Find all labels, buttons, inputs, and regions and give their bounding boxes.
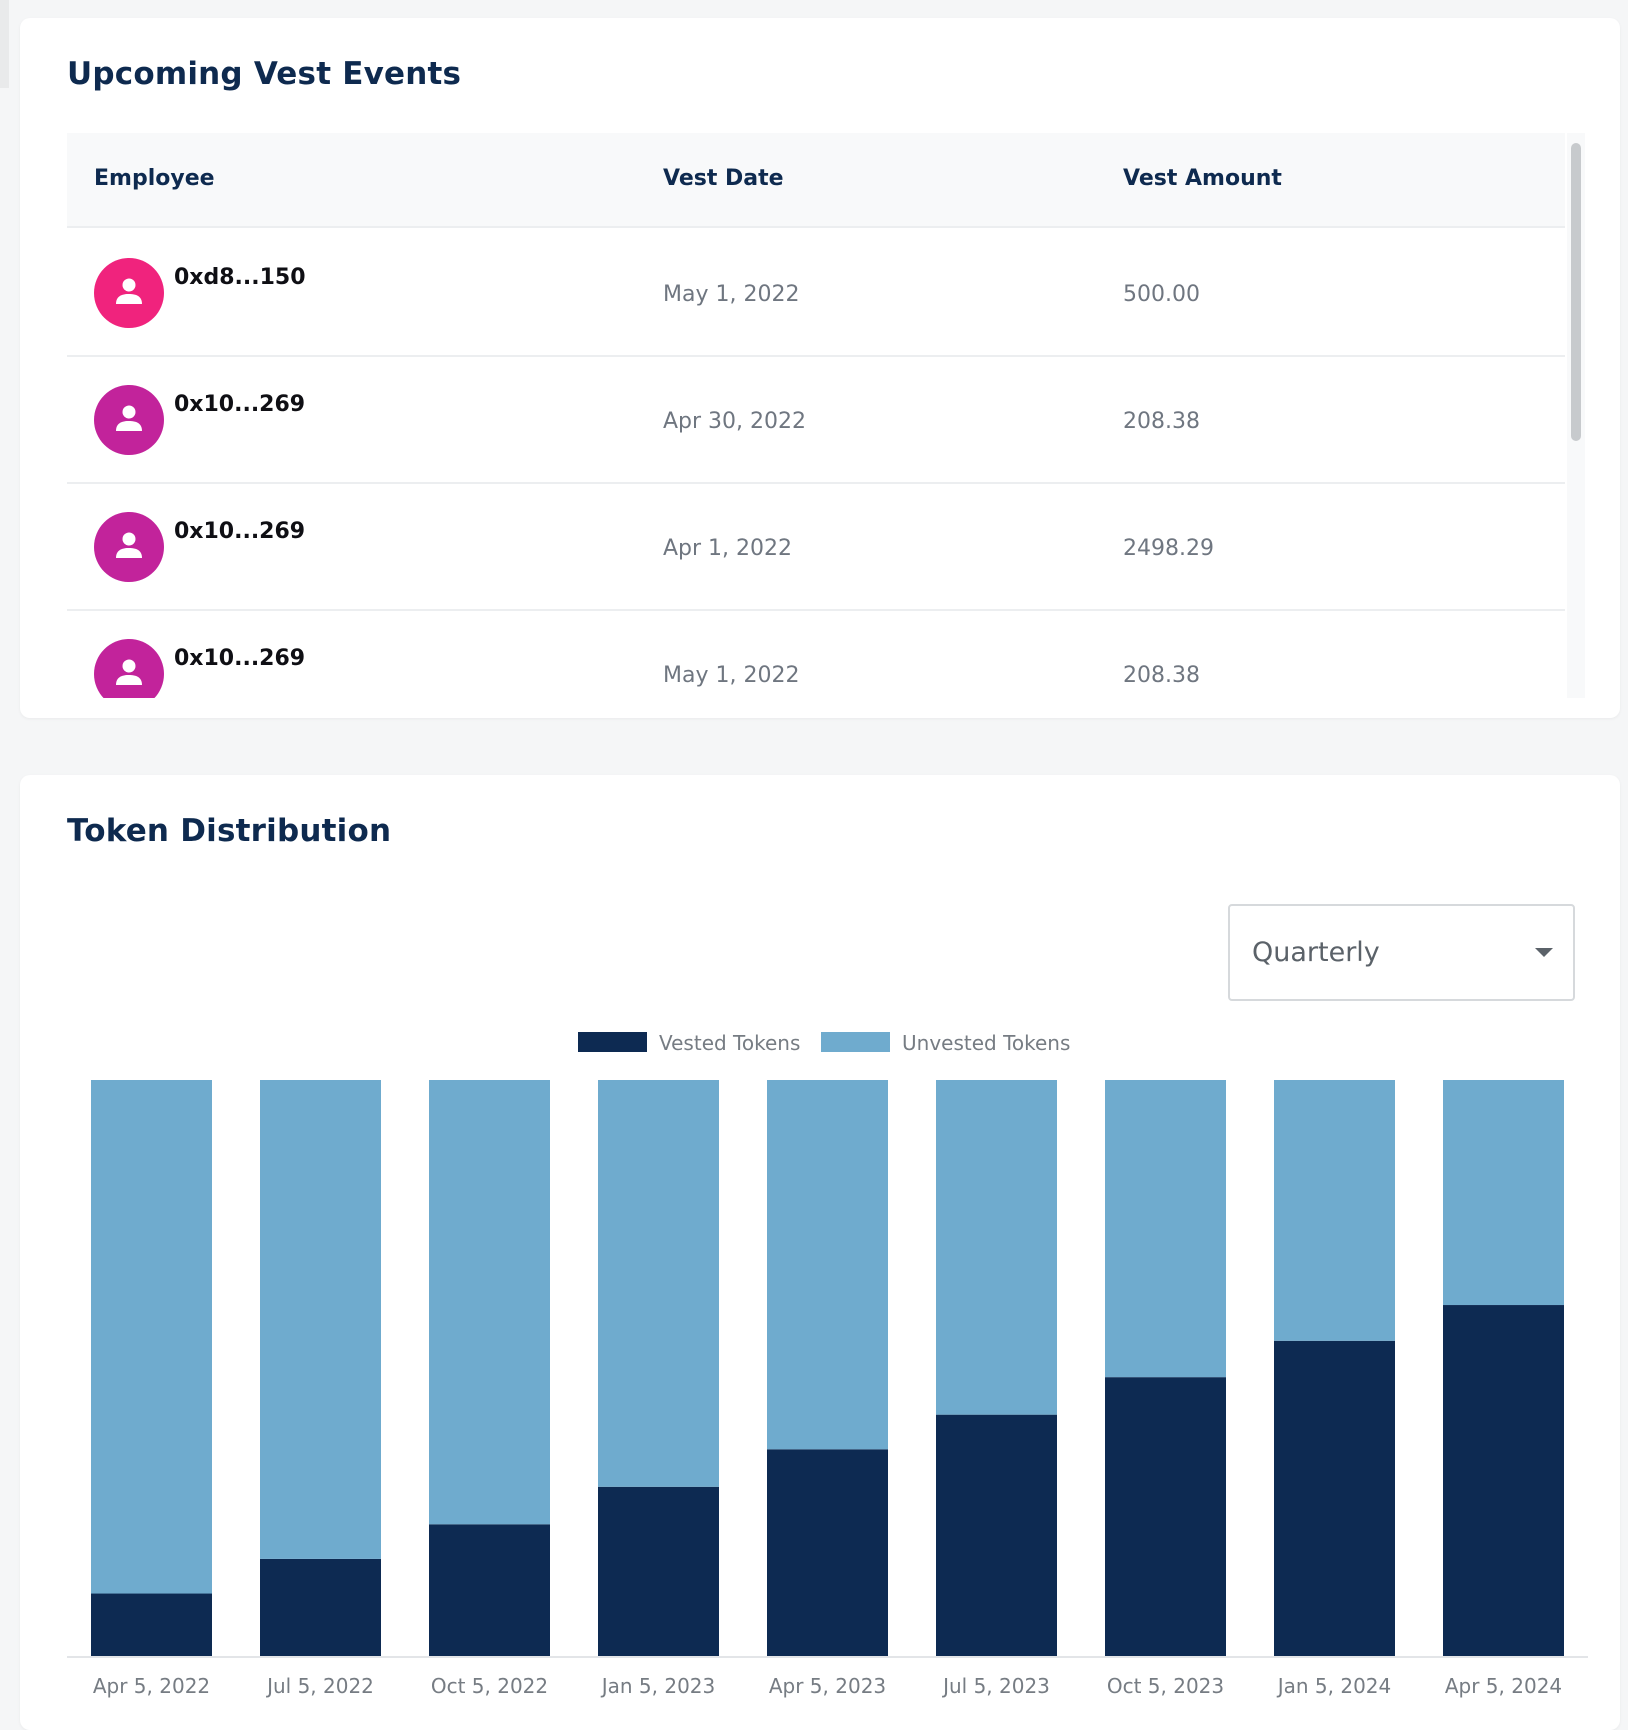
table-header: Employee Vest Date Vest Amount (67, 133, 1565, 228)
legend-swatch-vested (578, 1032, 647, 1052)
x-tick-label: Apr 5, 2022 (93, 1674, 210, 1698)
bar-vested (1274, 1340, 1395, 1657)
bar-vested (936, 1414, 1057, 1657)
bar-unvested (1274, 1080, 1395, 1341)
bar-vested (91, 1593, 212, 1657)
vest-events-card: Upcoming Vest Events Employee Vest Date … (20, 18, 1620, 718)
x-tick-label: Jul 5, 2022 (265, 1674, 374, 1698)
vest-date: Apr 30, 2022 (663, 409, 807, 434)
vest-date: Apr 1, 2022 (663, 536, 793, 561)
table-row[interactable]: 0xd8...150 May 1, 2022 500.00 (67, 230, 1565, 357)
employee-address: 0x10...269 (174, 519, 306, 544)
legend-label-unvested: Unvested Tokens (902, 1031, 1070, 1055)
person-icon (116, 405, 142, 431)
avatar (94, 258, 164, 328)
sidebar-edge (0, 0, 9, 88)
vest-events-table: Employee Vest Date Vest Amount 0xd8...15… (67, 133, 1587, 698)
bar-unvested (429, 1080, 550, 1525)
legend-label-vested: Vested Tokens (659, 1031, 800, 1055)
vest-amount: 208.38 (1123, 663, 1200, 688)
column-header-vest-amount[interactable]: Vest Amount (1123, 166, 1282, 191)
bar-unvested (936, 1080, 1057, 1415)
column-header-vest-date[interactable]: Vest Date (663, 166, 784, 191)
table-row[interactable]: 0x10...269 Apr 30, 2022 208.38 (67, 357, 1565, 484)
vest-amount: 500.00 (1123, 282, 1200, 307)
avatar (94, 385, 164, 455)
bar-unvested (1443, 1080, 1564, 1306)
x-tick-label: Jan 5, 2023 (600, 1674, 716, 1698)
token-distribution-title: Token Distribution (67, 813, 392, 849)
period-select-value: Quarterly (1252, 937, 1380, 968)
period-select[interactable]: Quarterly (1228, 904, 1575, 1001)
x-tick-label: Oct 5, 2023 (1107, 1674, 1224, 1698)
bar-unvested (260, 1080, 381, 1559)
avatar (94, 639, 164, 698)
table-row[interactable]: 0x10...269 Apr 1, 2022 2498.29 (67, 484, 1565, 611)
caret-down-icon (1535, 948, 1553, 957)
employee-address: 0xd8...150 (174, 265, 306, 290)
vest-amount: 2498.29 (1123, 536, 1214, 561)
scrollbar-thumb[interactable] (1571, 143, 1581, 441)
bar-vested (767, 1449, 888, 1657)
legend-swatch-unvested (821, 1032, 890, 1052)
bar-vested (260, 1558, 381, 1657)
token-distribution-card: Token Distribution Quarterly Vested Toke… (20, 775, 1620, 1730)
table-scrollbar[interactable] (1567, 133, 1585, 698)
person-icon (116, 659, 142, 685)
bar-unvested (598, 1080, 719, 1487)
vest-amount: 208.38 (1123, 409, 1200, 434)
vest-date: May 1, 2022 (663, 282, 800, 307)
bar-unvested (91, 1080, 212, 1594)
avatar (94, 512, 164, 582)
table-row[interactable]: 0x10...269 May 1, 2022 208.38 (67, 611, 1565, 698)
x-tick-label: Oct 5, 2022 (431, 1674, 548, 1698)
vest-events-title: Upcoming Vest Events (67, 56, 462, 92)
bar-vested (1443, 1305, 1564, 1657)
employee-address: 0x10...269 (174, 392, 306, 417)
vest-date: May 1, 2022 (663, 663, 800, 688)
bar-vested (1105, 1377, 1226, 1657)
token-distribution-chart: Vested Tokens Unvested Tokens Apr 5, 2022 J… (67, 1031, 1588, 1698)
x-tick-label: Apr 5, 2023 (769, 1674, 886, 1698)
person-icon (116, 278, 142, 304)
column-header-employee[interactable]: Employee (94, 166, 215, 191)
bar-unvested (767, 1080, 888, 1450)
bar-vested (429, 1524, 550, 1657)
x-tick-label: Jan 5, 2024 (1276, 1674, 1392, 1698)
x-tick-label: Jul 5, 2023 (941, 1674, 1050, 1698)
bar-vested (598, 1486, 719, 1657)
employee-address: 0x10...269 (174, 646, 306, 671)
bar-unvested (1105, 1080, 1226, 1378)
person-icon (116, 532, 142, 558)
x-tick-label: Apr 5, 2024 (1445, 1674, 1562, 1698)
